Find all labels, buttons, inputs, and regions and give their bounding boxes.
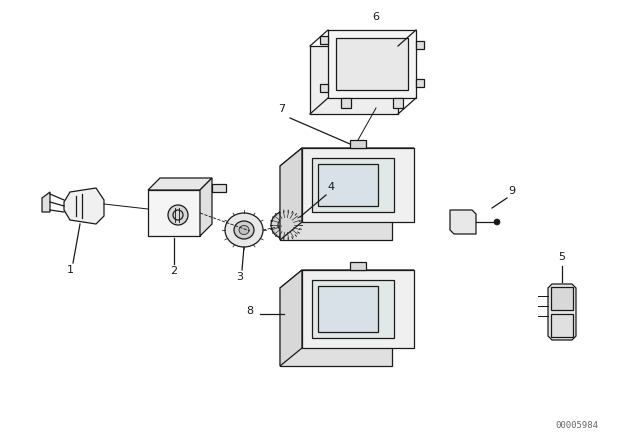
Polygon shape	[416, 41, 424, 49]
Polygon shape	[280, 148, 414, 166]
Polygon shape	[280, 270, 414, 288]
Polygon shape	[551, 287, 573, 310]
Text: 5: 5	[559, 252, 566, 262]
Polygon shape	[320, 36, 328, 44]
Polygon shape	[148, 190, 200, 236]
Text: 2: 2	[170, 266, 177, 276]
Polygon shape	[312, 158, 394, 212]
Polygon shape	[312, 280, 394, 338]
Polygon shape	[341, 98, 351, 108]
Polygon shape	[318, 164, 378, 206]
Polygon shape	[200, 178, 212, 236]
Polygon shape	[318, 286, 378, 332]
Text: 00005984: 00005984	[555, 421, 598, 430]
Polygon shape	[280, 166, 392, 240]
Polygon shape	[350, 140, 366, 148]
Ellipse shape	[278, 217, 294, 233]
Ellipse shape	[271, 211, 301, 239]
Polygon shape	[42, 192, 50, 212]
Polygon shape	[551, 314, 573, 337]
Circle shape	[168, 205, 188, 225]
Polygon shape	[212, 184, 226, 192]
Text: 8: 8	[246, 306, 253, 316]
Ellipse shape	[234, 221, 254, 239]
Polygon shape	[350, 262, 366, 270]
Polygon shape	[416, 79, 424, 87]
Polygon shape	[450, 210, 476, 234]
Polygon shape	[280, 270, 302, 366]
Polygon shape	[280, 288, 392, 366]
Text: 6: 6	[372, 12, 380, 22]
Polygon shape	[64, 188, 104, 224]
Text: 9: 9	[508, 186, 516, 196]
Polygon shape	[302, 270, 414, 348]
Circle shape	[494, 219, 500, 225]
Ellipse shape	[225, 213, 263, 247]
Polygon shape	[548, 284, 576, 340]
Polygon shape	[328, 30, 416, 98]
Ellipse shape	[239, 225, 249, 234]
Text: 7: 7	[278, 104, 285, 114]
Text: 4: 4	[328, 182, 335, 192]
Polygon shape	[302, 148, 414, 222]
Polygon shape	[280, 148, 302, 240]
Polygon shape	[336, 38, 408, 90]
Polygon shape	[148, 178, 212, 190]
Text: 3: 3	[237, 272, 243, 282]
Polygon shape	[310, 46, 398, 114]
Polygon shape	[320, 84, 328, 92]
Polygon shape	[393, 98, 403, 108]
Text: 1: 1	[67, 265, 74, 275]
